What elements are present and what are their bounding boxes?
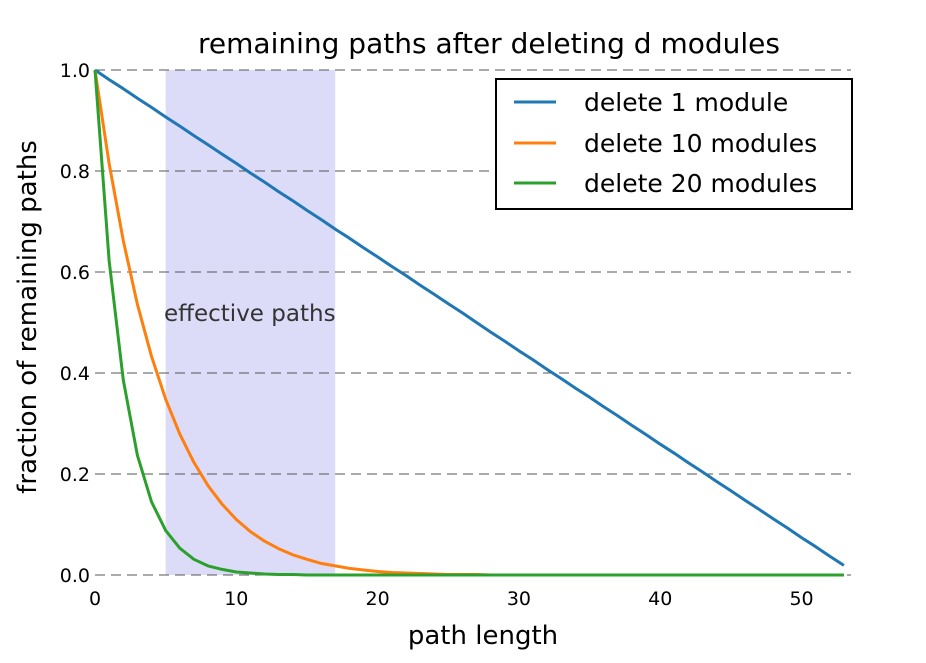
x-axis-ticks: 0 10 20 30 40 50: [89, 588, 814, 610]
shaded-region-layer: [165, 70, 336, 575]
y-tick-label: 0.4: [60, 363, 90, 385]
x-tick-label: 20: [366, 588, 390, 610]
effective-paths-region: [165, 70, 336, 575]
series-line-delete-20-modules: [93, 69, 844, 577]
x-tick-label: 30: [507, 588, 531, 610]
y-tick-label: 0.6: [60, 262, 90, 284]
effective-paths-annotation: effective paths: [164, 301, 336, 327]
x-tick-label: 0: [89, 588, 101, 610]
legend: delete 1 module delete 10 modules delete…: [495, 78, 853, 210]
series-layer: [93, 68, 845, 577]
chart-title: remaining paths after deleting d modules: [198, 27, 780, 60]
x-tick-label: 10: [224, 588, 248, 610]
legend-label-delete-20-modules: delete 20 modules: [584, 169, 817, 198]
y-tick-label: 1.0: [60, 60, 90, 82]
y-tick-label: 0.0: [60, 565, 90, 587]
x-tick-label: 40: [648, 588, 672, 610]
y-axis-label: fraction of remaining paths: [13, 140, 43, 494]
legend-label-delete-10-modules: delete 10 modules: [584, 129, 817, 158]
y-tick-label: 0.2: [60, 464, 90, 486]
y-axis-ticks: 0.0 0.2 0.4 0.6 0.8 1.0: [60, 60, 90, 587]
series-line-delete-1-module: [94, 68, 845, 567]
legend-label-delete-1-module: delete 1 module: [584, 88, 788, 117]
y-tick-label: 0.8: [60, 161, 90, 183]
x-axis-label: path length: [408, 621, 558, 651]
x-tick-label: 50: [789, 588, 813, 610]
